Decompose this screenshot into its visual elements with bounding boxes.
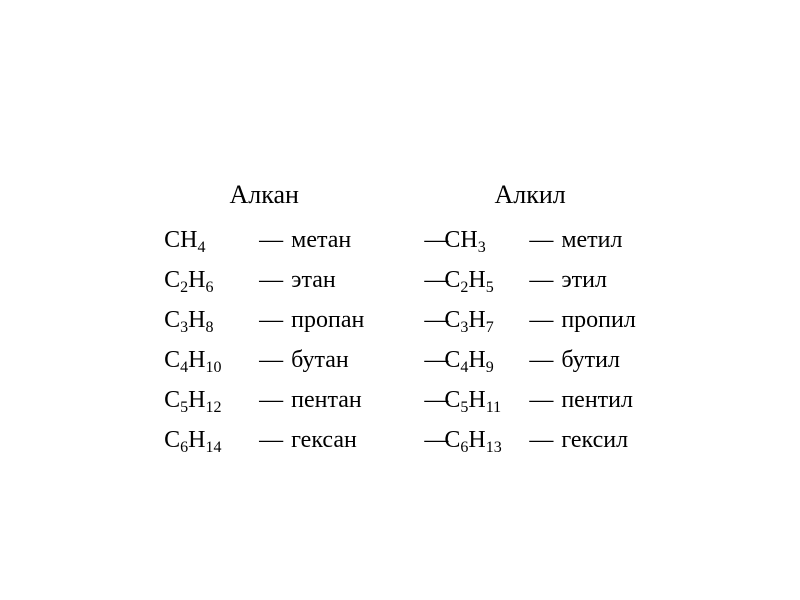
table-row: C4H10 — бутан — [164, 340, 364, 380]
formula: C2H6 — [164, 260, 259, 303]
compound-name: этил — [561, 260, 607, 300]
table-row: C5H12 — пентан — [164, 380, 364, 420]
dash: — — [529, 300, 561, 340]
table-row: —CH3 — метил — [424, 220, 636, 260]
formula: C3H8 — [164, 300, 259, 343]
formula: —C6H13 — [424, 420, 529, 463]
chemistry-table: Алкан CH4 — метан C2H6 — этан C3H8 — про… — [0, 0, 800, 600]
compound-name: пентил — [561, 380, 633, 420]
dash: — — [259, 340, 291, 380]
alkane-header: Алкан — [164, 180, 364, 210]
compound-name: бутан — [291, 340, 349, 380]
formula: CH4 — [164, 220, 259, 263]
dash: — — [259, 300, 291, 340]
dash: — — [529, 380, 561, 420]
table-row: CH4 — метан — [164, 220, 364, 260]
table-row: —C6H13 — гексил — [424, 420, 636, 460]
alkyl-column: Алкил —CH3 — метил —C2H5 — этил —C3H7 — … — [424, 180, 636, 460]
compound-name: этан — [291, 260, 336, 300]
compound-name: гексил — [561, 420, 628, 460]
formula: —C4H9 — [424, 340, 529, 383]
dash: — — [529, 420, 561, 460]
dash: — — [259, 380, 291, 420]
formula: —C2H5 — [424, 260, 529, 303]
formula: —C3H7 — [424, 300, 529, 343]
alkyl-header: Алкил — [424, 180, 636, 210]
compound-name: пропил — [561, 300, 636, 340]
table-row: —C5H11 — пентил — [424, 380, 636, 420]
dash: — — [529, 220, 561, 260]
dash: — — [259, 220, 291, 260]
table-row: —C4H9 — бутил — [424, 340, 636, 380]
dash: — — [259, 260, 291, 300]
alkane-column: Алкан CH4 — метан C2H6 — этан C3H8 — про… — [164, 180, 364, 460]
table-row: C6H14 — гексан — [164, 420, 364, 460]
table-row: —C3H7 — пропил — [424, 300, 636, 340]
compound-name: пропан — [291, 300, 364, 340]
compound-name: бутил — [561, 340, 620, 380]
formula: C6H14 — [164, 420, 259, 463]
formula: C4H10 — [164, 340, 259, 383]
compound-name: гексан — [291, 420, 357, 460]
dash: — — [259, 420, 291, 460]
formula: —C5H11 — [424, 380, 529, 423]
compound-name: метан — [291, 220, 351, 260]
columns-container: Алкан CH4 — метан C2H6 — этан C3H8 — про… — [0, 180, 800, 460]
table-row: C3H8 — пропан — [164, 300, 364, 340]
compound-name: метил — [561, 220, 622, 260]
table-row: C2H6 — этан — [164, 260, 364, 300]
table-row: —C2H5 — этил — [424, 260, 636, 300]
formula: —CH3 — [424, 220, 529, 263]
dash: — — [529, 340, 561, 380]
formula: C5H12 — [164, 380, 259, 423]
compound-name: пентан — [291, 380, 362, 420]
dash: — — [529, 260, 561, 300]
